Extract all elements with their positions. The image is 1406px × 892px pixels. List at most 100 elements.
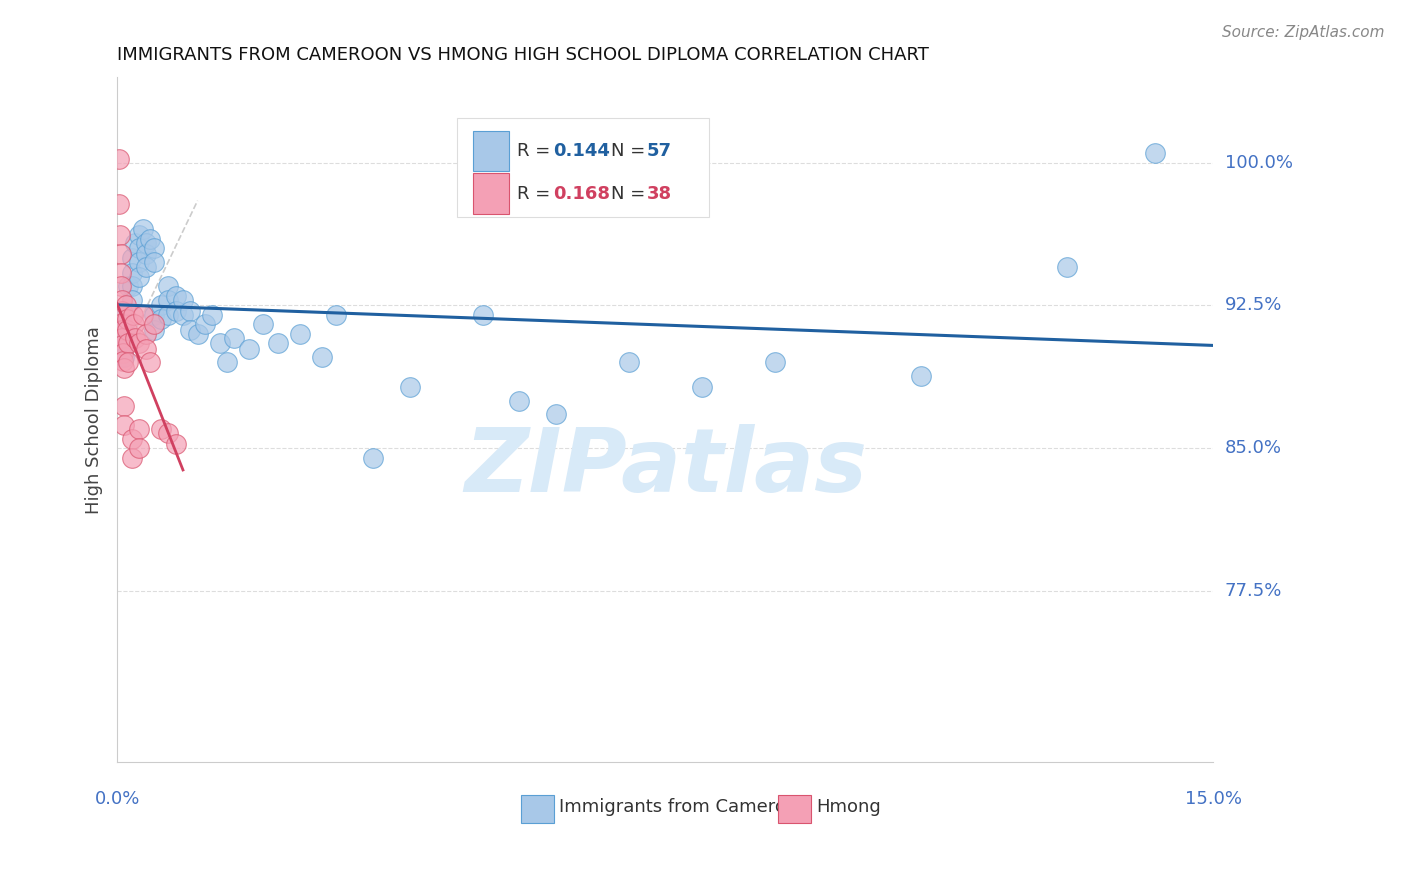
Point <box>122 308 145 322</box>
Point <box>117 336 139 351</box>
Point <box>471 308 494 322</box>
Point <box>114 350 136 364</box>
Point <box>132 308 155 322</box>
Point <box>110 293 132 307</box>
Text: 0.0%: 0.0% <box>94 789 139 808</box>
Point <box>135 260 157 275</box>
Point <box>114 418 136 433</box>
Point <box>135 326 157 341</box>
Point <box>111 338 134 352</box>
Point <box>165 304 187 318</box>
Point <box>128 269 150 284</box>
Point <box>112 361 135 376</box>
Point <box>142 323 165 337</box>
Point <box>150 298 173 312</box>
Point <box>132 222 155 236</box>
Point <box>544 407 567 421</box>
Point <box>165 437 187 451</box>
Point <box>128 241 150 255</box>
Point <box>172 308 194 322</box>
Point <box>142 308 165 322</box>
Point <box>121 432 143 446</box>
Point <box>114 336 136 351</box>
FancyBboxPatch shape <box>474 131 509 171</box>
Point <box>117 279 139 293</box>
Point <box>157 279 180 293</box>
Point <box>617 355 640 369</box>
Point <box>1143 146 1166 161</box>
Point <box>112 353 135 368</box>
Point <box>763 355 786 369</box>
Point <box>108 197 131 211</box>
Point <box>150 422 173 436</box>
Point <box>111 331 134 345</box>
Text: R =: R = <box>517 185 557 202</box>
Text: 57: 57 <box>647 142 672 160</box>
Point <box>142 254 165 268</box>
Text: 77.5%: 77.5% <box>1225 582 1282 600</box>
Y-axis label: High School Diploma: High School Diploma <box>86 326 103 514</box>
Point <box>111 323 134 337</box>
Point <box>201 308 224 322</box>
Point <box>135 342 157 356</box>
Text: 0.168: 0.168 <box>554 185 610 202</box>
Point <box>690 380 713 394</box>
Point <box>124 331 146 345</box>
Point <box>179 323 201 337</box>
Text: IMMIGRANTS FROM CAMEROON VS HMONG HIGH SCHOOL DIPLOMA CORRELATION CHART: IMMIGRANTS FROM CAMEROON VS HMONG HIGH S… <box>117 46 929 64</box>
Point <box>325 308 347 322</box>
Point <box>139 355 162 369</box>
Point <box>224 331 246 345</box>
Point <box>128 227 150 242</box>
Point <box>128 441 150 455</box>
Point <box>165 289 187 303</box>
Point <box>238 342 260 356</box>
Point <box>121 251 143 265</box>
Point <box>115 298 138 312</box>
Point <box>122 318 145 332</box>
Point <box>157 308 180 322</box>
Text: 15.0%: 15.0% <box>1185 789 1241 808</box>
Point <box>172 293 194 307</box>
Point <box>157 425 180 440</box>
Point <box>107 152 129 166</box>
Point <box>117 355 139 369</box>
FancyBboxPatch shape <box>457 118 709 218</box>
Point <box>121 450 143 465</box>
Point <box>135 235 157 250</box>
Point <box>508 393 530 408</box>
Point <box>157 293 180 307</box>
Point <box>121 279 143 293</box>
Point <box>117 323 139 337</box>
Point <box>128 254 150 268</box>
Point <box>110 279 132 293</box>
Point <box>252 318 274 332</box>
Text: Hmong: Hmong <box>817 798 882 816</box>
Point <box>124 235 146 250</box>
Point <box>142 241 165 255</box>
Text: 92.5%: 92.5% <box>1225 296 1282 314</box>
Point <box>110 304 132 318</box>
Point <box>311 350 333 364</box>
Point <box>1056 260 1078 275</box>
Point <box>128 336 150 351</box>
Point <box>110 316 132 330</box>
Point <box>288 326 311 341</box>
Point <box>135 247 157 261</box>
FancyBboxPatch shape <box>474 173 509 214</box>
Point <box>112 346 135 360</box>
Point <box>910 368 932 383</box>
Point <box>150 311 173 326</box>
Point <box>179 304 201 318</box>
Text: Immigrants from Cameroon: Immigrants from Cameroon <box>560 798 808 816</box>
Text: 100.0%: 100.0% <box>1225 153 1292 171</box>
Point <box>398 380 420 394</box>
Point <box>114 323 136 337</box>
Text: 38: 38 <box>647 185 672 202</box>
Text: N =: N = <box>610 142 651 160</box>
FancyBboxPatch shape <box>520 795 554 823</box>
Point <box>187 326 209 341</box>
Point <box>142 318 165 332</box>
Text: 0.144: 0.144 <box>554 142 610 160</box>
Point <box>361 450 384 465</box>
